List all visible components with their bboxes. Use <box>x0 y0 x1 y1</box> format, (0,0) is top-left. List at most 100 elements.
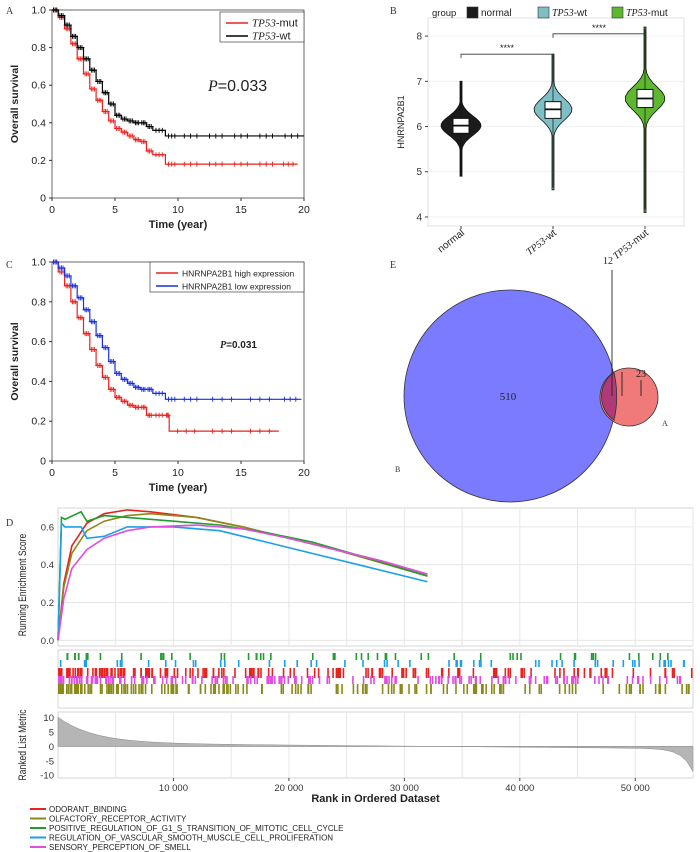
hit-mark <box>244 668 247 678</box>
hit-mark <box>631 676 634 684</box>
hit-mark <box>266 676 268 684</box>
censor-mark <box>257 161 263 167</box>
hit-mark <box>384 653 387 660</box>
hit-mark <box>573 668 575 678</box>
hit-mark <box>690 668 693 678</box>
censor-mark <box>244 133 250 139</box>
hit-mark <box>166 668 169 678</box>
enrichment-curve-4 <box>57 521 428 641</box>
hit-mark <box>571 684 574 694</box>
enrichment-curve-5 <box>57 524 428 641</box>
hit-mark <box>307 676 310 684</box>
hit-mark <box>386 660 388 667</box>
hit-mark <box>397 660 399 667</box>
hit-mark <box>148 668 151 678</box>
hit-mark <box>105 668 108 678</box>
hit-mark <box>538 660 540 667</box>
hit-mark <box>116 660 119 667</box>
censor-mark <box>219 428 225 434</box>
hit-mark <box>381 668 384 678</box>
y-axis-label: Overall survival <box>9 322 21 400</box>
hit-mark <box>134 668 136 678</box>
censor-mark <box>172 161 178 167</box>
y-tick-label: 0.0 <box>41 636 54 647</box>
censor-mark <box>104 90 110 96</box>
hit-mark <box>111 676 113 684</box>
hit-mark <box>568 684 571 694</box>
hit-mark <box>362 684 364 694</box>
censor-mark <box>110 118 116 124</box>
hit-mark <box>480 660 482 667</box>
legend-label: HNRNPA2B1 high expression <box>182 269 295 279</box>
legend-label-rest: -wt <box>276 31 291 43</box>
hit-mark <box>118 676 121 684</box>
hit-mark <box>223 653 226 660</box>
hit-mark <box>262 653 265 660</box>
hit-mark <box>600 668 603 678</box>
x-tick-label: 0 <box>49 204 55 216</box>
venn-set-a-label: A <box>662 419 668 428</box>
hit-mark <box>151 668 154 678</box>
hit-mark <box>328 676 331 684</box>
hit-mark <box>62 676 65 684</box>
y-tick-label: 0.2 <box>41 598 54 609</box>
censor-mark <box>287 396 293 402</box>
hit-mark <box>141 676 144 684</box>
hit-mark <box>459 676 461 684</box>
hit-mark <box>530 676 532 684</box>
hit-mark <box>96 676 99 684</box>
hit-mark <box>455 684 457 694</box>
hit-mark <box>132 668 135 678</box>
hit-mark <box>564 684 566 694</box>
hit-mark <box>555 660 558 667</box>
hit-mark <box>638 653 640 660</box>
hit-mark <box>70 684 73 694</box>
hit-mark <box>658 660 661 667</box>
hit-mark <box>475 676 477 684</box>
hit-mark <box>214 676 217 684</box>
x-tick-label: TP53-wt <box>524 228 559 258</box>
hit-mark <box>364 684 367 694</box>
hit-mark <box>473 684 476 694</box>
hit-mark <box>625 684 628 694</box>
hit-mark <box>89 684 91 694</box>
hit-mark <box>307 684 310 694</box>
hit-mark <box>283 676 286 684</box>
hit-mark <box>259 653 262 660</box>
subplot-frame-1 <box>57 507 694 647</box>
hit-mark <box>293 668 295 678</box>
hit-mark <box>99 668 101 678</box>
hit-mark <box>79 668 82 678</box>
hit-mark <box>332 653 335 660</box>
hit-mark <box>472 684 475 694</box>
hit-mark <box>384 676 386 684</box>
hit-mark <box>632 668 635 678</box>
censor-mark <box>123 116 129 122</box>
hit-mark <box>441 668 444 678</box>
hit-mark <box>683 660 685 667</box>
legend-label-italic: TP53 <box>252 31 276 43</box>
x-tick-label: 50 000 <box>621 783 650 794</box>
hit-mark <box>270 653 272 660</box>
hit-mark <box>86 668 89 678</box>
hit-mark <box>571 676 573 684</box>
censor-mark <box>188 161 194 167</box>
hit-mark <box>188 684 190 694</box>
hit-mark <box>383 660 386 667</box>
hit-mark <box>282 684 285 694</box>
hit-mark <box>74 668 77 678</box>
hit-mark <box>294 676 296 684</box>
hit-mark <box>516 653 519 660</box>
hit-mark <box>520 653 522 660</box>
hit-mark <box>205 668 208 678</box>
hit-mark <box>563 668 565 678</box>
censor-mark <box>247 396 253 402</box>
hit-mark <box>602 684 604 694</box>
hit-mark <box>81 668 83 678</box>
hit-mark <box>425 684 428 694</box>
y-tick-label: 10 <box>43 713 54 724</box>
hit-mark <box>268 660 271 667</box>
p-value-number: =0.031 <box>226 340 257 351</box>
hit-mark <box>385 653 388 660</box>
x-tick-label: 0 <box>49 467 55 479</box>
